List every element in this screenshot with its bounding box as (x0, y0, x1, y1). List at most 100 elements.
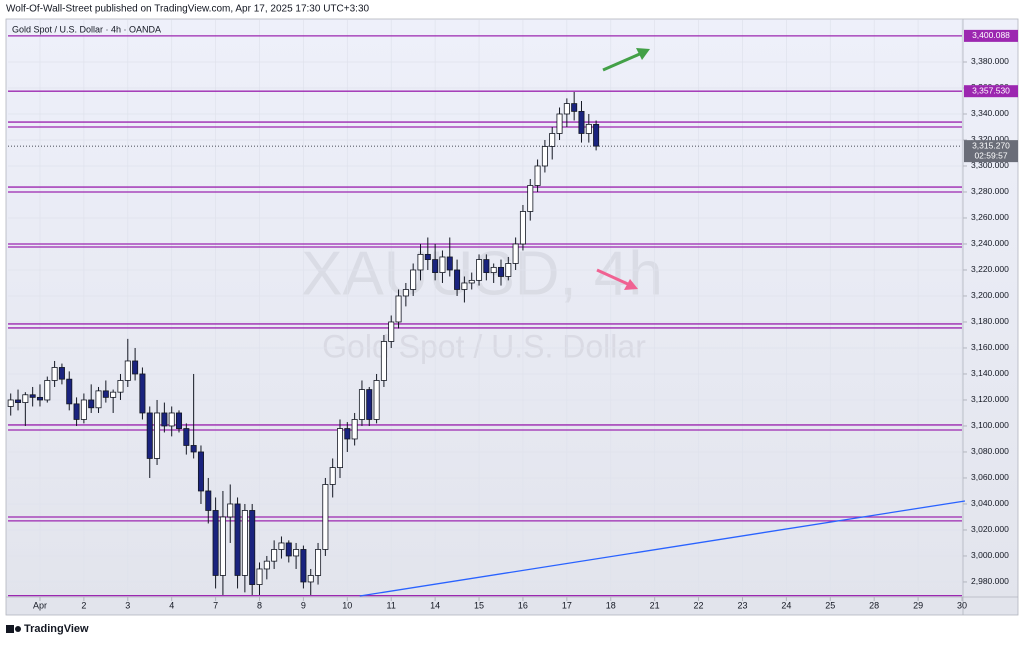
candle-body (593, 123, 600, 147)
x-tick-label: 4 (169, 600, 174, 610)
x-tick-label: 18 (606, 600, 616, 610)
candle-body (227, 503, 234, 518)
candle-body (490, 266, 497, 273)
y-tick-label: 3,100.000 (971, 420, 1009, 430)
y-tick-label: 3,020.000 (971, 524, 1009, 534)
candle-body (512, 243, 519, 264)
watermark-name: Gold Spot / U.S. Dollar (322, 328, 646, 364)
y-tick-label: 3,060.000 (971, 472, 1009, 482)
candle-body (241, 510, 248, 576)
trendline (359, 500, 966, 597)
last-price-bg (964, 140, 1018, 163)
candle-body (293, 549, 300, 557)
y-tick-label: 3,260.000 (971, 212, 1009, 222)
candle-body (439, 256, 446, 273)
price-label: 3,400.088 (972, 30, 1010, 40)
candle-body (219, 516, 226, 576)
candle-body (22, 394, 29, 403)
candle-body (358, 389, 365, 420)
candle-body (146, 412, 153, 459)
candle-body (461, 282, 468, 290)
x-tick-label: 24 (781, 600, 791, 610)
candle-body (300, 549, 307, 583)
candle-body (344, 428, 351, 440)
candle-body (446, 256, 453, 271)
candle-body (380, 341, 387, 381)
y-tick-label: 3,240.000 (971, 238, 1009, 248)
price-label: 3,357.530 (972, 85, 1010, 95)
candle-body (117, 380, 124, 393)
candle-body (527, 185, 534, 212)
candle-body (402, 289, 409, 297)
candle-body (476, 259, 483, 281)
candle-body (563, 103, 570, 115)
candle-body (410, 269, 417, 290)
green-arrow-head (636, 48, 650, 60)
candle-body (366, 389, 373, 420)
x-tick-label: 23 (737, 600, 747, 610)
symbol-label: Gold Spot / U.S. Dollar · 4h · OANDA (12, 24, 161, 34)
publish-header: Wolf-Of-Wall-Street published on Trading… (6, 4, 370, 15)
candle-body (307, 575, 314, 583)
x-tick-label: 28 (869, 600, 879, 610)
x-tick-label: 7 (213, 600, 218, 610)
candle-body (505, 263, 512, 277)
x-tick-label: 22 (694, 600, 704, 610)
candle-body (66, 378, 73, 405)
x-tick-label: 11 (387, 600, 396, 610)
candle-body (454, 269, 461, 290)
y-tick-label: 3,160.000 (971, 342, 1009, 352)
candle-body (7, 399, 14, 407)
x-tick-label: 9 (301, 600, 306, 610)
candle-body (315, 549, 322, 576)
candle-body (161, 412, 168, 427)
y-tick-label: 3,340.000 (971, 108, 1009, 118)
x-tick-label: 15 (474, 600, 484, 610)
candle-body (190, 445, 197, 453)
candle-body (256, 568, 263, 585)
x-tick-label: 8 (257, 600, 262, 610)
y-tick-label: 3,040.000 (971, 498, 1009, 508)
candle-body (322, 484, 329, 550)
candle-body (329, 467, 336, 485)
candle-body (205, 490, 212, 511)
countdown: 02:59:57 (974, 150, 1007, 160)
candle-body (278, 542, 285, 550)
candle-body (183, 428, 190, 446)
candle-body (168, 412, 175, 427)
y-tick-label: 3,320.000 (971, 134, 1009, 144)
x-tick-label: Apr (33, 600, 47, 610)
candle-body (585, 123, 592, 134)
candle-body (44, 380, 51, 401)
x-tick-label: 2 (81, 600, 86, 610)
footer-logo: TradingView (6, 623, 89, 635)
candle-body (51, 367, 58, 381)
candle-body (154, 412, 161, 459)
candle-body (468, 279, 475, 284)
candle-body (102, 390, 109, 398)
candle-body (263, 560, 270, 570)
price-label-bg (964, 85, 1018, 98)
candle-body (234, 503, 241, 576)
x-tick-label: 21 (650, 600, 660, 610)
candle-body (556, 113, 563, 134)
candle-body (73, 403, 80, 420)
candle-body (549, 133, 556, 147)
y-tick-label: 3,140.000 (971, 368, 1009, 378)
candle-body (432, 259, 439, 273)
x-tick-label: 25 (825, 600, 835, 610)
y-tick-label: 2,980.000 (971, 576, 1009, 586)
candle-body (132, 360, 139, 375)
y-tick-label: 3,080.000 (971, 446, 1009, 456)
chart-frame (5, 18, 1019, 616)
candle-body (395, 295, 402, 323)
candle-body (124, 360, 131, 381)
candle-body (424, 253, 431, 260)
candle-body (58, 367, 65, 380)
x-tick-label: 14 (430, 600, 440, 610)
y-tick-label: 3,000.000 (971, 550, 1009, 560)
candle-body (571, 103, 578, 112)
x-tick-label: 17 (562, 600, 572, 610)
candle-body (176, 412, 183, 429)
